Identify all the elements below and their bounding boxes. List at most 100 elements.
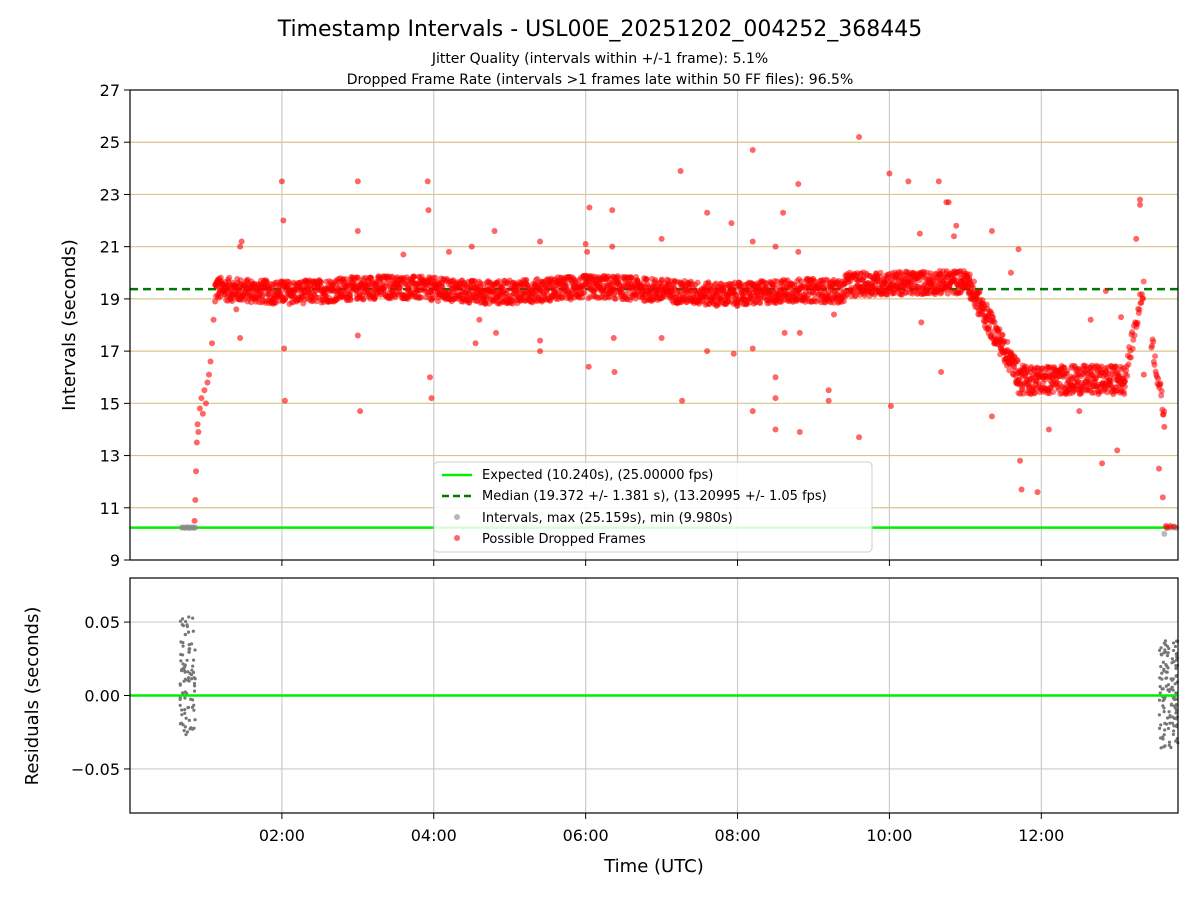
chart-title: Timestamp Intervals - USL00E_20251202_00… xyxy=(277,17,923,42)
top-panel-y-ticks: 9 11 13 15 17 19 21 23 25 27 xyxy=(100,81,130,570)
residual-point xyxy=(1167,710,1171,714)
top-ytick-label: 21 xyxy=(100,238,120,257)
dropped-frame-point xyxy=(796,329,803,336)
dropped-frame-point xyxy=(1079,387,1086,394)
residual-point xyxy=(1163,648,1167,652)
dropped-frame-point xyxy=(1124,372,1131,379)
dropped-frame-point xyxy=(194,421,201,428)
dropped-frame-point xyxy=(226,274,233,281)
bottom-xtick-label: 12:00 xyxy=(1018,826,1064,845)
dropped-frame-point xyxy=(347,292,354,299)
residual-point xyxy=(1171,641,1176,645)
dropped-frame-point xyxy=(1131,332,1138,339)
dropped-frame-point xyxy=(1099,460,1106,467)
dropped-frame-point xyxy=(795,248,802,255)
residual-point xyxy=(1163,728,1167,732)
top-ytick-label: 23 xyxy=(100,185,120,204)
dropped-frame-point xyxy=(354,178,361,185)
dropped-frame-point xyxy=(1127,354,1134,361)
dropped-frame-point xyxy=(1161,408,1168,415)
dropped-frame-point xyxy=(772,374,779,381)
dropped-frame-point xyxy=(930,278,937,285)
dropped-frame-point xyxy=(471,278,478,285)
dropped-frame-point xyxy=(887,402,894,409)
dropped-frame-point xyxy=(210,316,217,323)
residual-point xyxy=(185,730,190,734)
dropped-frame-point xyxy=(585,363,592,370)
residual-point xyxy=(1162,667,1166,671)
residual-point xyxy=(178,619,183,623)
dropped-frame-point xyxy=(212,298,219,305)
residual-point xyxy=(180,713,184,717)
bottom-xtick-label: 06:00 xyxy=(563,826,609,845)
residual-point xyxy=(1161,687,1165,691)
residual-point xyxy=(181,691,185,695)
dropped-frame-point xyxy=(1121,391,1128,398)
residual-point xyxy=(179,659,183,663)
residual-point xyxy=(1169,702,1174,706)
residual-point xyxy=(183,677,187,681)
bottom-xtick-label: 02:00 xyxy=(259,826,305,845)
dropped-frame-point xyxy=(237,335,244,342)
bottom-panel-y-ticks: −0.05 0.00 0.05 xyxy=(71,613,130,779)
top-ytick-label: 25 xyxy=(100,133,120,152)
dropped-frame-point xyxy=(347,297,354,304)
dropped-frame-point xyxy=(1104,389,1111,396)
dropped-frame-point xyxy=(193,468,200,475)
residual-point xyxy=(179,652,183,657)
dropped-frame-point xyxy=(1112,363,1119,370)
dropped-frame-point xyxy=(1140,371,1147,378)
bottom-panel-xlabel: Time (UTC) xyxy=(603,856,704,877)
dropped-frame-point xyxy=(643,276,650,283)
residual-point xyxy=(1160,671,1164,675)
residual-point xyxy=(181,662,185,666)
legend-dropped-label: Possible Dropped Frames xyxy=(482,532,646,547)
dropped-frame-point xyxy=(730,350,737,357)
residual-point xyxy=(1159,723,1163,727)
dropped-frame-point xyxy=(1087,316,1094,323)
dropped-frame-point xyxy=(825,397,832,404)
residual-point xyxy=(1166,683,1171,687)
dropped-frame-point xyxy=(1136,306,1143,313)
legend-intervals-label: Intervals, max (25.159s), min (9.980s) xyxy=(482,511,733,526)
dropped-frame-point xyxy=(317,278,324,285)
legend-intervals-swatch xyxy=(454,514,460,520)
dropped-frame-point xyxy=(1158,392,1165,399)
dropped-frame-point xyxy=(1121,383,1128,390)
residual-point xyxy=(193,648,197,652)
residual-point xyxy=(1167,743,1171,747)
residual-point xyxy=(187,679,191,683)
dropped-frame-point xyxy=(201,387,208,394)
residual-point xyxy=(1164,676,1168,680)
dropped-frame-point xyxy=(468,243,475,250)
dropped-frame-point xyxy=(614,273,621,280)
dropped-frame-point xyxy=(1140,278,1147,285)
dropped-frame-point xyxy=(891,289,898,296)
dropped-frame-point xyxy=(606,294,613,301)
dropped-frame-point xyxy=(1076,408,1083,415)
residual-point xyxy=(186,670,190,674)
residual-point xyxy=(1174,674,1179,678)
top-ytick-label: 15 xyxy=(100,394,120,413)
dropped-frame-point xyxy=(198,395,205,402)
dropped-frame-point xyxy=(558,295,565,302)
dropped-frame-point xyxy=(1159,494,1166,501)
residual-point xyxy=(1167,689,1171,694)
bottom-ytick-label: 0.00 xyxy=(84,687,120,706)
residual-point xyxy=(1168,721,1172,725)
residual-point xyxy=(1166,726,1171,731)
residual-point xyxy=(1163,639,1168,643)
dropped-frame-point xyxy=(938,369,945,375)
dropped-frame-point xyxy=(658,335,665,342)
residual-point xyxy=(185,658,189,662)
residual-point xyxy=(1169,687,1173,691)
residual-point xyxy=(193,718,197,722)
dropped-frame-point xyxy=(1155,375,1162,382)
dropped-frame-point xyxy=(354,332,361,339)
dropped-frame-point xyxy=(1004,338,1011,345)
dropped-frame-point xyxy=(749,408,756,415)
dropped-frame-point xyxy=(282,296,289,303)
residual-point xyxy=(183,707,187,712)
legend: Expected (10.240s), (25.00000 fps) Media… xyxy=(433,461,873,553)
residual-point xyxy=(187,676,191,680)
